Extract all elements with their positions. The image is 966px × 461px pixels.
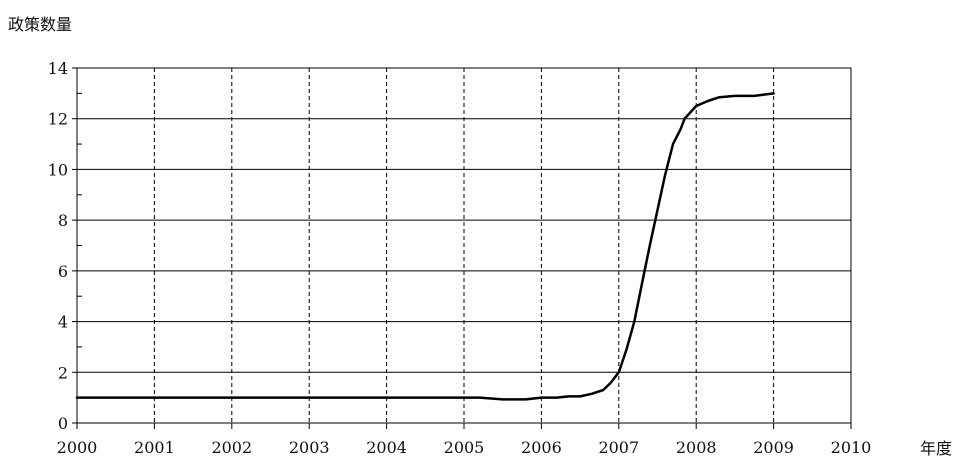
series-group xyxy=(75,92,775,401)
x-tick-label: 2005 xyxy=(444,438,485,457)
x-tick-label: 2010 xyxy=(831,438,872,457)
y-tick-label: 0 xyxy=(58,414,68,433)
x-axis-title: 年度 xyxy=(920,439,952,458)
x-tick-label: 2000 xyxy=(57,438,98,457)
y-tick-label: 10 xyxy=(48,160,68,179)
x-tick-label: 2001 xyxy=(134,438,175,457)
axis-ticks xyxy=(72,67,852,429)
x-tick-label: 2003 xyxy=(289,438,330,457)
x-tick-label: 2009 xyxy=(753,438,794,457)
grid-lines xyxy=(77,68,851,423)
y-axis-title: 政策数量 xyxy=(8,15,72,34)
y-tick-label: 14 xyxy=(48,59,68,78)
y-tick-label: 12 xyxy=(48,110,68,129)
tick-labels: 0 2 4 6 8 10 12 14 2000 2001 2002 2003 2004 2005 2006 2… xyxy=(48,59,872,457)
x-tick-label: 2007 xyxy=(598,438,639,457)
plot-frame xyxy=(76,67,852,424)
y-tick-label: 2 xyxy=(58,363,68,382)
y-tick-label: 4 xyxy=(58,313,68,332)
y-tick-label: 6 xyxy=(58,262,68,281)
x-tick-label: 2008 xyxy=(676,438,717,457)
y-tick-label: 8 xyxy=(58,211,68,230)
x-tick-label: 2006 xyxy=(521,438,562,457)
series-line-0 xyxy=(75,92,775,401)
x-tick-label: 2002 xyxy=(211,438,252,457)
x-tick-label: 2004 xyxy=(366,438,407,457)
